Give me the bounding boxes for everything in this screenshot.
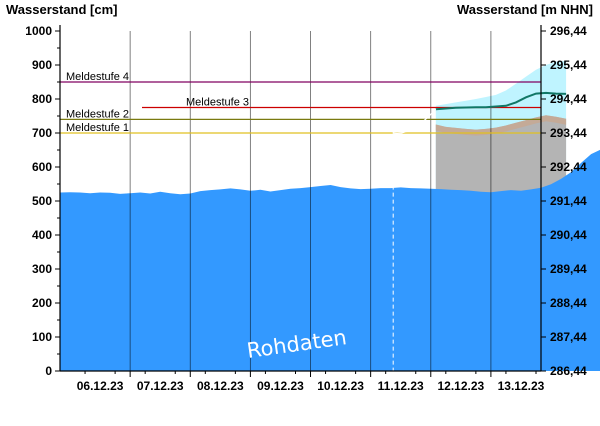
forecast-lead-line — [393, 108, 437, 134]
y-left-tick-label: 400 — [32, 228, 52, 242]
measured-area — [60, 149, 600, 371]
y-left-tick-label: 900 — [32, 58, 52, 72]
y-left-tick-label: 100 — [32, 330, 52, 344]
y-left-tick-label: 0 — [45, 364, 52, 378]
meldestufe-label: Meldestufe 4 — [66, 71, 129, 83]
x-tick-label: 07.12.23 — [137, 379, 184, 393]
y-left-tick-label: 500 — [32, 194, 52, 208]
x-tick-label: 08.12.23 — [197, 379, 244, 393]
y-right-tick-label: 288,44 — [550, 296, 587, 310]
y-right-tick-label: 293,44 — [550, 126, 587, 140]
day-gridlines — [129, 31, 492, 371]
y-right-tick-label: 289,44 — [550, 262, 587, 276]
y-left-tick-label: 1000 — [25, 24, 52, 38]
y-right-tick-label: 292,44 — [550, 160, 587, 174]
y-right-tick-label: 296,44 — [550, 24, 587, 38]
y-right-tick-label: 286,44 — [550, 364, 587, 378]
x-tick-label: 06.12.23 — [77, 379, 124, 393]
y-left-tick-label: 700 — [32, 126, 52, 140]
y-left-tick-label: 600 — [32, 160, 52, 174]
y-right-tick-label: 291,44 — [550, 194, 587, 208]
y-left-tick-labels: 0 100 200 300 400 500 600 700 800 900 1000 — [25, 24, 60, 378]
axes — [59, 25, 542, 372]
y-left-axis-title: Wasserstand [cm] — [6, 2, 118, 17]
x-tick-label: 09.12.23 — [257, 379, 304, 393]
y-right-tick-label: 290,44 — [550, 228, 587, 242]
x-tick-label: 10.12.23 — [317, 379, 364, 393]
y-left-tick-label: 300 — [32, 262, 52, 276]
forecast-band-upper-tint — [435, 115, 567, 136]
meldestufe-label: Meldestufe 1 — [66, 122, 129, 134]
y-left-tick-label: 200 — [32, 296, 52, 310]
y-right-tick-labels: 286,44 287,44 288,44 289,44 290,44 291,44 292,… — [541, 24, 587, 378]
y-right-axis-title: Wasserstand [m NHN] — [457, 2, 593, 17]
forecast-line — [393, 91, 567, 134]
x-tick-label: 13.12.23 — [498, 379, 545, 393]
y-right-tick-label: 287,44 — [550, 330, 587, 344]
x-tick-label: 11.12.23 — [378, 379, 424, 393]
y-left-tick-label: 800 — [32, 92, 52, 106]
measured-series — [60, 149, 600, 371]
x-tick-labels: 06.12.23 07.12.23 08.12.23 09.12.23 10.12.23… — [77, 371, 545, 393]
meldestufe-label: Meldestufe 3 — [186, 97, 249, 109]
x-tick-label: 12.12.23 — [437, 379, 484, 393]
y-right-tick-label: 295,44 — [550, 58, 587, 72]
meldestufe-label: Meldestufe 2 — [66, 108, 129, 120]
y-right-tick-label: 294,44 — [550, 92, 587, 106]
forecast-median — [435, 91, 567, 111]
